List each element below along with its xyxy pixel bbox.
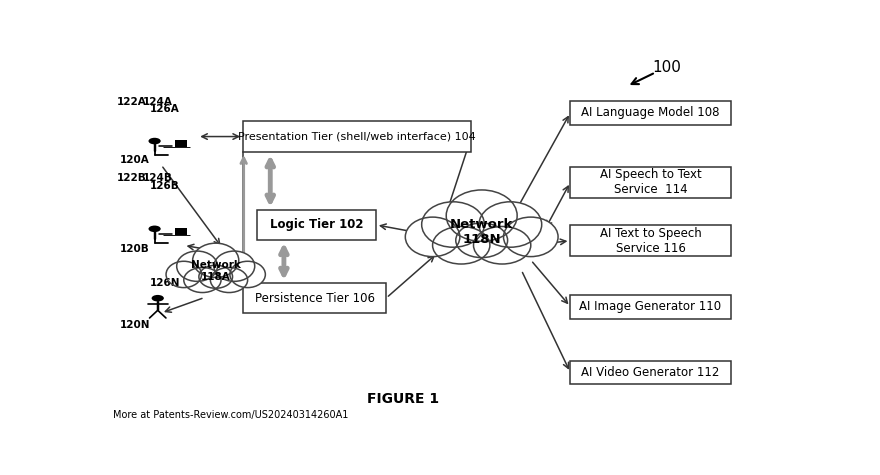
- FancyBboxPatch shape: [257, 210, 376, 240]
- Ellipse shape: [177, 251, 217, 281]
- Ellipse shape: [230, 261, 266, 287]
- Text: 120B: 120B: [121, 244, 150, 254]
- Text: FIGURE 1: FIGURE 1: [367, 391, 439, 406]
- Ellipse shape: [193, 243, 238, 277]
- Ellipse shape: [210, 267, 247, 293]
- Bar: [175, 141, 187, 147]
- Ellipse shape: [184, 267, 221, 293]
- Text: AI Language Model 108: AI Language Model 108: [581, 106, 720, 119]
- FancyBboxPatch shape: [570, 101, 730, 124]
- Text: AI Text to Speech
Service 116: AI Text to Speech Service 116: [599, 227, 701, 255]
- Ellipse shape: [446, 190, 517, 241]
- Ellipse shape: [214, 251, 254, 281]
- Ellipse shape: [503, 217, 558, 256]
- Text: 100: 100: [652, 60, 681, 75]
- FancyBboxPatch shape: [570, 225, 730, 256]
- Bar: [175, 228, 187, 235]
- Text: Network
118N: Network 118N: [450, 218, 513, 246]
- Text: 126B: 126B: [150, 180, 180, 190]
- Text: AI Video Generator 112: AI Video Generator 112: [582, 366, 720, 379]
- Ellipse shape: [473, 227, 531, 264]
- Ellipse shape: [422, 202, 484, 247]
- Ellipse shape: [433, 227, 490, 264]
- Circle shape: [149, 138, 161, 144]
- FancyBboxPatch shape: [570, 361, 730, 384]
- Text: More at Patents-Review.com/US20240314260A1: More at Patents-Review.com/US20240314260…: [114, 410, 348, 420]
- Text: Logic Tier 102: Logic Tier 102: [269, 218, 363, 231]
- Ellipse shape: [456, 223, 508, 257]
- Text: Presentation Tier (shell/web interface) 104: Presentation Tier (shell/web interface) …: [238, 132, 476, 142]
- Text: 124B: 124B: [143, 173, 172, 183]
- Circle shape: [149, 226, 161, 232]
- Ellipse shape: [479, 202, 542, 247]
- Ellipse shape: [406, 217, 460, 256]
- Text: Network
118A: Network 118A: [191, 260, 240, 282]
- Text: 126N: 126N: [150, 277, 180, 287]
- Ellipse shape: [166, 261, 202, 287]
- Text: 126A: 126A: [150, 104, 180, 114]
- Text: 124A: 124A: [143, 96, 172, 106]
- FancyBboxPatch shape: [570, 167, 730, 198]
- FancyBboxPatch shape: [243, 283, 386, 313]
- Text: AI Speech to Text
Service  114: AI Speech to Text Service 114: [599, 168, 701, 196]
- FancyBboxPatch shape: [570, 294, 730, 319]
- Text: 122B: 122B: [117, 173, 147, 183]
- Text: AI Image Generator 110: AI Image Generator 110: [579, 300, 722, 313]
- Ellipse shape: [199, 265, 232, 288]
- Text: Persistence Tier 106: Persistence Tier 106: [254, 292, 375, 304]
- FancyBboxPatch shape: [243, 121, 472, 152]
- Circle shape: [151, 295, 164, 302]
- Text: 120N: 120N: [121, 320, 150, 331]
- Text: 120A: 120A: [121, 155, 150, 165]
- Text: 122A: 122A: [117, 96, 147, 106]
